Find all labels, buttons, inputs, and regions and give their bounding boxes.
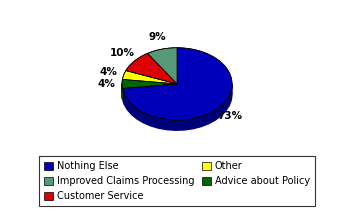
Text: 73%: 73% (217, 111, 242, 121)
Polygon shape (122, 79, 177, 88)
Polygon shape (126, 53, 177, 84)
Polygon shape (122, 84, 232, 130)
Text: 4%: 4% (98, 79, 115, 89)
Text: 10%: 10% (110, 48, 135, 58)
Polygon shape (122, 71, 177, 84)
Polygon shape (122, 48, 232, 120)
Text: 9%: 9% (149, 32, 166, 42)
Legend: Nothing Else, Improved Claims Processing, Customer Service, Other, Advice about : Nothing Else, Improved Claims Processing… (39, 156, 315, 206)
Text: 4%: 4% (100, 67, 118, 77)
Polygon shape (148, 48, 177, 84)
